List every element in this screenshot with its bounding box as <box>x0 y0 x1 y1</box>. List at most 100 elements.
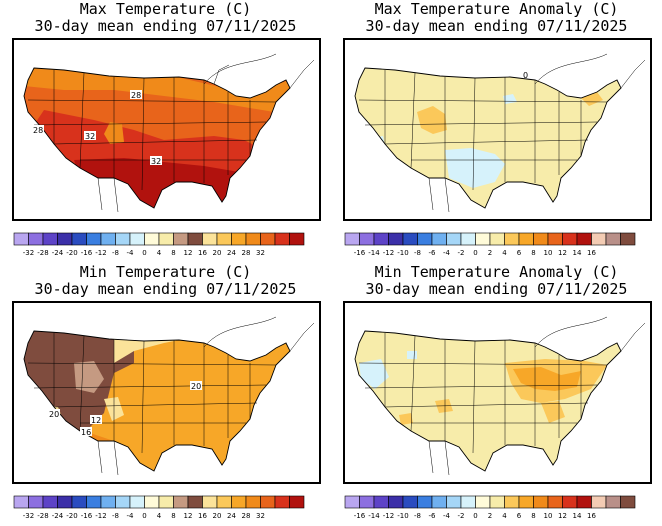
colorbar-tick-label: -16 <box>354 249 366 257</box>
colorbar-swatch <box>86 495 102 509</box>
contour-label: 20 <box>49 410 59 419</box>
panel-subtitle: 30-day mean ending 07/11/2025 <box>34 280 297 298</box>
colorbar-tick-label: -24 <box>52 249 64 257</box>
contour-label: 0 <box>523 71 528 80</box>
colorbar-swatch <box>373 232 389 246</box>
colorbar-tick-label: 12 <box>558 512 567 520</box>
colorbar-tick-label: -12 <box>95 512 106 520</box>
colorbar-tick-label: 0 <box>142 512 146 520</box>
colorbar-tick-label: 4 <box>157 249 162 257</box>
colorbar-tick-label: 10 <box>544 512 553 520</box>
colorbar-swatch <box>576 495 592 509</box>
colorbar-swatch <box>289 495 305 509</box>
colorbar-tick-label: -10 <box>397 249 408 257</box>
colorbar-tick-label: 2 <box>488 249 492 257</box>
colorbar-swatch <box>504 232 520 246</box>
colorbar-swatch <box>216 495 232 509</box>
colorbar-swatch <box>187 495 203 509</box>
colorbar-swatch <box>100 232 116 246</box>
colorbar-tick-label: -2 <box>458 249 465 257</box>
panel-min-temperature-anomaly: Min Temperature Anomaly (C) 30-day mean … <box>331 263 662 526</box>
colorbar-swatch <box>13 232 29 246</box>
colorbar: -16 -14 -12 -10 -8 -6 -4 -2 0 2 4 6 8 10 12 14 16 <box>344 232 637 259</box>
colorbar-tick-label: -16 <box>81 512 93 520</box>
colorbar-tick-label: -8 <box>414 249 421 257</box>
colorbar-tick-label: 6 <box>517 512 522 520</box>
colorbar-tick-label: 12 <box>184 249 193 257</box>
contour-label: 28 <box>131 91 141 100</box>
colorbar-swatch <box>71 232 87 246</box>
colorbar-swatch <box>344 232 360 246</box>
map-min-temperature-anomaly <box>343 301 652 484</box>
colorbar-tick-label: -28 <box>37 512 48 520</box>
colorbar-swatch <box>28 495 44 509</box>
colorbar-swatch <box>216 232 232 246</box>
colorbar-swatch <box>402 232 418 246</box>
colorbar-swatch <box>245 232 261 246</box>
colorbar-swatch <box>57 495 73 509</box>
panel-min-temperature: Min Temperature (C) 30-day mean ending 0… <box>0 263 331 526</box>
colorbar-tick-label: -16 <box>81 249 93 257</box>
colorbar-tick-label: 12 <box>558 249 567 257</box>
colorbar-tick-label: 28 <box>242 249 251 257</box>
colorbar-swatch <box>562 232 578 246</box>
colorbar-swatch <box>173 495 189 509</box>
colorbar-swatch <box>231 232 247 246</box>
colorbar-tick-label: -20 <box>66 512 77 520</box>
colorbar-swatch <box>115 495 131 509</box>
colorbar-tick-label: -32 <box>23 512 34 520</box>
colorbar-swatch <box>533 232 549 246</box>
colorbar-tick-label: 0 <box>473 512 477 520</box>
colorbar-swatch <box>274 495 290 509</box>
colorbar-swatch <box>115 232 131 246</box>
colorbar-tick-label: -24 <box>52 512 64 520</box>
colorbar-swatch <box>144 495 160 509</box>
panel-title: Max Temperature Anomaly (C) <box>374 0 619 18</box>
colorbar-swatch <box>518 232 534 246</box>
panel-title: Min Temperature Anomaly (C) <box>374 263 619 281</box>
colorbar-tick-label: -12 <box>95 249 106 257</box>
colorbar-tick-label: 16 <box>587 512 596 520</box>
colorbar-swatch <box>42 232 58 246</box>
colorbar-tick-label: -6 <box>429 512 437 520</box>
colorbar-swatch <box>57 232 73 246</box>
colorbar-swatch <box>344 495 360 509</box>
colorbar-tick-label: 4 <box>157 512 162 520</box>
colorbar-tick-label: 0 <box>473 249 477 257</box>
colorbar: -32 -28 -24 -20 -16 -12 -8 -4 0 4 8 12 16 20 24 28 32 <box>13 232 306 259</box>
colorbar-swatch <box>460 495 476 509</box>
contour-label-group: 28 28 32 32 <box>32 90 162 166</box>
colorbar-swatch <box>274 232 290 246</box>
map-max-temperature: 28 28 32 32 <box>12 38 321 221</box>
colorbar-tick-label: 10 <box>544 249 553 257</box>
colorbar-tick-label: -8 <box>112 512 119 520</box>
colorbar-tick-label: -16 <box>354 512 366 520</box>
panel-max-temperature-anomaly: Max Temperature Anomaly (C) 30-day mean … <box>331 0 662 263</box>
colorbar-tick-label: -12 <box>383 249 394 257</box>
colorbar-tick-label: 8 <box>531 512 535 520</box>
colorbar-tick-label: -10 <box>397 512 408 520</box>
contour-label: 16 <box>81 428 91 437</box>
colorbar-swatch <box>158 495 174 509</box>
colorbar-swatch <box>289 232 305 246</box>
colorbar-tick-label: 16 <box>198 512 207 520</box>
colorbar-swatch <box>231 495 247 509</box>
colorbar-tick-label: 0 <box>142 249 146 257</box>
colorbar-swatch <box>42 495 58 509</box>
colorbar-tick-label: -14 <box>368 249 380 257</box>
colorbar-swatch <box>260 232 276 246</box>
colorbar-tick-label: -2 <box>458 512 465 520</box>
contour-label: 32 <box>151 157 161 166</box>
panel-max-temperature: Max Temperature (C) 30-day mean ending 0… <box>0 0 331 263</box>
colorbar-swatch <box>187 232 203 246</box>
map-min-temperature: 20 20 12 16 <box>12 301 321 484</box>
panel-subtitle: 30-day mean ending 07/11/2025 <box>34 17 297 35</box>
colorbar-swatch <box>28 232 44 246</box>
colorbar-tick-label: -8 <box>112 249 119 257</box>
colorbar-tick-label: 14 <box>573 249 582 257</box>
colorbar-swatch <box>475 232 491 246</box>
colorbar-swatch <box>129 232 145 246</box>
colorbar-swatch <box>417 495 433 509</box>
colorbar-tick-label: -4 <box>443 512 451 520</box>
colorbar-tick-label: -32 <box>23 249 34 257</box>
